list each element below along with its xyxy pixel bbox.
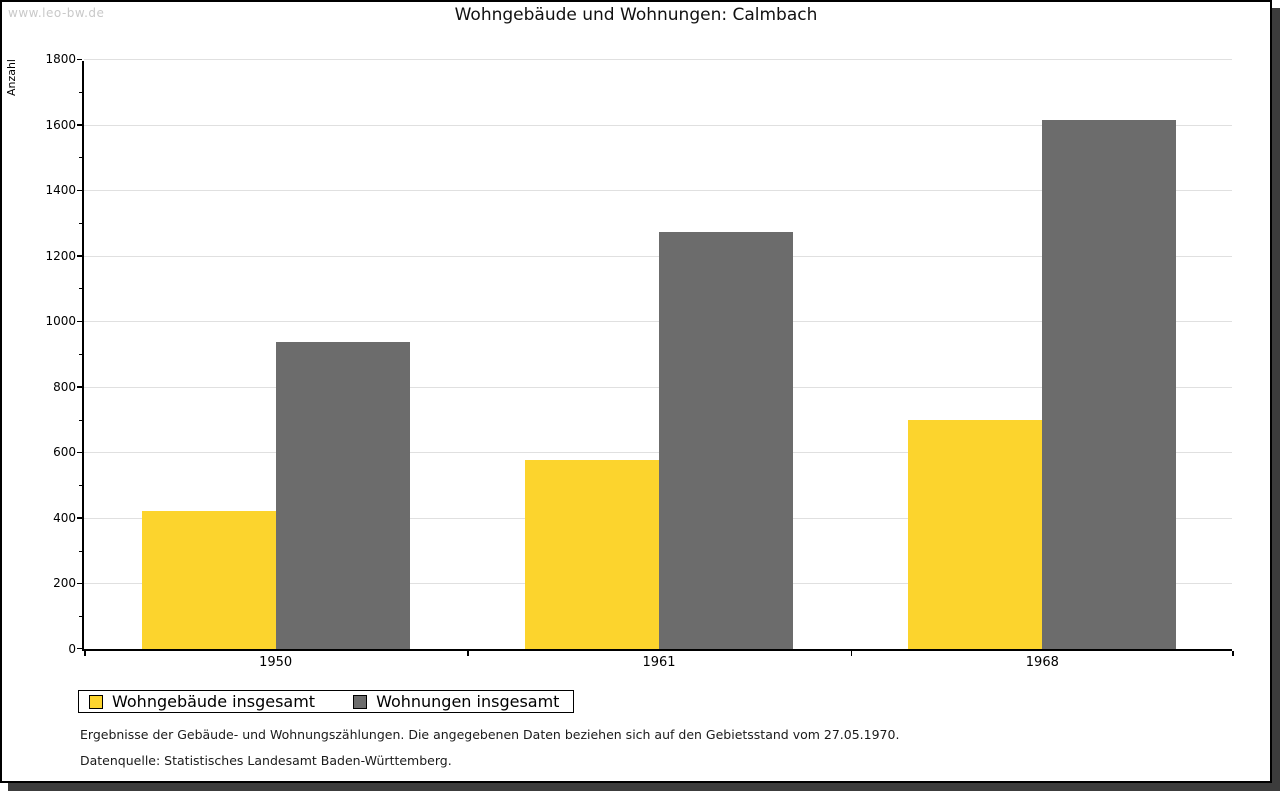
gridline-y-1800: [84, 59, 1232, 60]
legend-swatch-wohngebaeude: [89, 694, 103, 709]
x-boundary-tick-1: [467, 651, 469, 656]
bar-wohngebäude-1968: [908, 419, 1043, 649]
bar-wohngebäude-1961: [525, 459, 659, 649]
y-tick-label-200: 200: [53, 576, 76, 591]
y-tick-label-800: 800: [53, 379, 76, 394]
gridline-y-1600: [84, 124, 1232, 126]
legend-label-wohngebaeude: Wohngebäude insgesamt: [112, 692, 316, 711]
y-tick-600: [77, 451, 82, 454]
y-tick-minor-1300: [79, 222, 82, 224]
legend-label-wohnungen: Wohnungen insgesamt: [376, 692, 560, 711]
legend-item-wohnungen: Wohnungen insgesamt: [353, 692, 559, 711]
gridline-y-600: [84, 452, 1232, 454]
gridline-y-1200: [84, 255, 1232, 257]
gridline-y-800: [84, 386, 1232, 388]
y-tick-minor-1700: [79, 91, 82, 93]
y-tick-1400: [77, 189, 82, 192]
y-tick-1600: [77, 124, 82, 126]
y-tick-label-1800: 1800: [45, 52, 76, 66]
y-tick-label-1200: 1200: [45, 248, 76, 263]
y-tick-label-1600: 1600: [45, 117, 76, 132]
y-tick-label-1000: 1000: [45, 314, 76, 329]
y-tick-1200: [77, 255, 82, 257]
y-tick-label-0: 0: [68, 642, 76, 656]
y-tick-1000: [77, 320, 82, 323]
y-tick-200: [77, 582, 82, 585]
y-tick-400: [77, 517, 82, 519]
y-tick-minor-500: [79, 485, 82, 487]
y-tick-minor-1500: [79, 157, 82, 159]
x-tick-label-1968: 1968: [1025, 655, 1059, 670]
footnote-source-note: Ergebnisse der Gebäude- und Wohnungszähl…: [80, 727, 900, 742]
y-tick-label-600: 600: [53, 445, 76, 460]
y-tick-minor-900: [79, 354, 82, 355]
x-tick-label-1950: 1950: [259, 655, 293, 670]
y-tick-minor-700: [79, 419, 82, 421]
legend-item-wohngebaeude: Wohngebäude insgesamt: [89, 692, 315, 711]
y-tick-label-1400: 1400: [45, 183, 76, 198]
chart-title: Wohngebäude und Wohnungen: Calmbach: [454, 5, 818, 25]
gridline-y-1400: [84, 190, 1232, 192]
y-tick-minor-100: [79, 616, 82, 618]
y-tick-minor-300: [79, 550, 82, 552]
legend-swatch-wohnungen: [353, 694, 368, 709]
bar-wohnungen-1968: [1042, 120, 1177, 649]
y-tick-0: [77, 647, 82, 649]
x-boundary-tick-2: [850, 651, 853, 656]
bar-wohnungen-1950: [275, 342, 410, 649]
legend: Wohngebäude insgesamt Wohnungen insgesam…: [78, 690, 575, 713]
y-tick-800: [77, 386, 82, 388]
gridline-y-1000: [84, 321, 1232, 323]
x-tick-label-1961: 1961: [642, 655, 676, 670]
y-tick-label-400: 400: [53, 510, 76, 525]
y-axis-label: Anzahl: [5, 59, 18, 97]
bar-wohngebäude-1950: [141, 511, 276, 649]
bar-wohnungen-1961: [659, 231, 793, 649]
watermark: www.leo-bw.de: [8, 6, 105, 20]
x-boundary-tick-0: [84, 651, 86, 656]
y-tick-minor-1100: [79, 288, 82, 290]
plot-area: 0 200 400 600 800 1000 1200 1400 1600 1800 1950 196…: [45, 52, 1234, 670]
x-boundary-tick-3: [1232, 651, 1234, 656]
footnote-data-source: Datenquelle: Statistisches Landesamt Bad…: [80, 753, 452, 768]
y-tick-1800: [77, 58, 82, 60]
